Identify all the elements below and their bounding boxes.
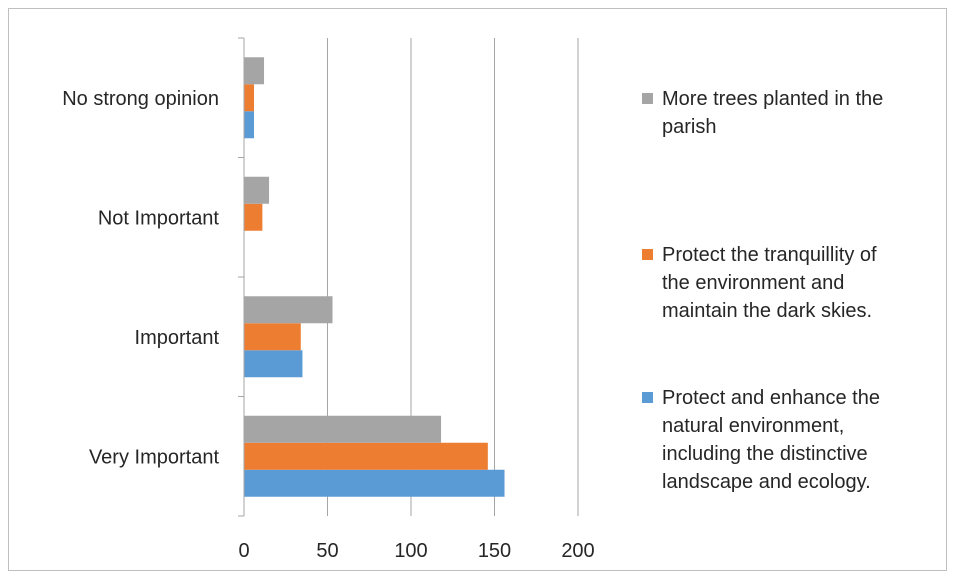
legend-label: Protect the tranquillity of the environme… [662, 244, 877, 322]
legend-label: Protect and enhance the natural environme… [662, 387, 880, 493]
bar [244, 415, 442, 443]
category-label: No strong opinion [62, 88, 219, 110]
x-tick-label: 0 [238, 540, 249, 562]
legend-swatch [642, 93, 653, 104]
bar [244, 296, 333, 324]
bar [244, 323, 301, 351]
category-axis: Very Important Important Not Important No s… [62, 37, 245, 517]
bar [244, 469, 505, 497]
legend: More trees planted in the parish Protect t… [642, 88, 883, 493]
bar [244, 111, 255, 139]
x-tick-label: 150 [478, 540, 511, 562]
bar [244, 176, 270, 204]
legend-swatch [642, 392, 653, 403]
bar [244, 350, 303, 378]
legend-swatch [642, 249, 653, 260]
value-axis: 0 50 100 150 200 [238, 540, 594, 562]
category-label: Very Important [89, 446, 220, 468]
bar [244, 442, 488, 470]
legend-label: More trees planted in the parish [662, 88, 883, 138]
bar [244, 203, 263, 231]
x-tick-label: 50 [316, 540, 338, 562]
category-label: Not Important [98, 207, 220, 229]
bar [244, 57, 265, 85]
x-tick-label: 200 [561, 540, 594, 562]
x-tick-label: 100 [394, 540, 427, 562]
category-label: Important [135, 327, 220, 349]
bars [244, 57, 505, 497]
bar [244, 84, 255, 112]
